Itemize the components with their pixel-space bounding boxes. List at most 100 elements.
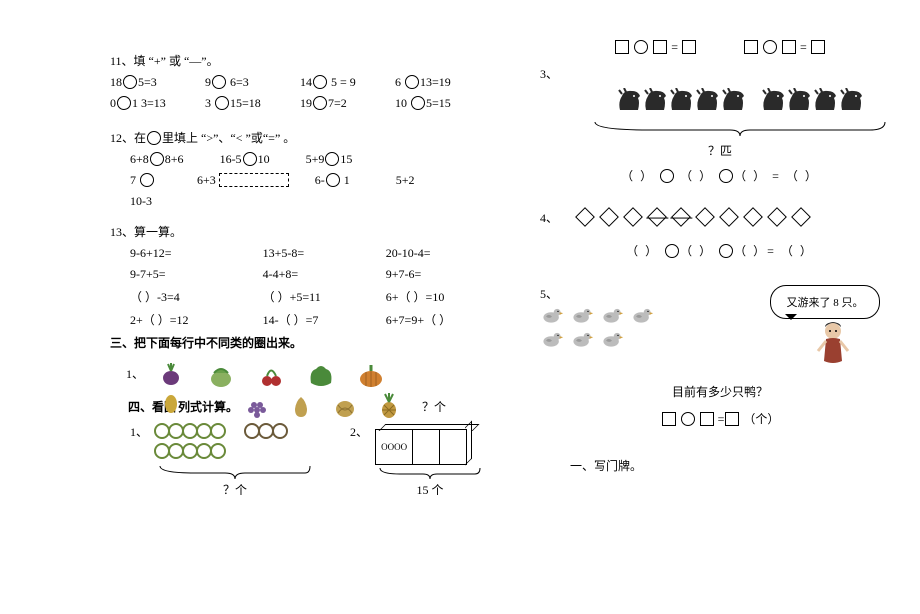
blank-circle (719, 169, 733, 183)
blank-circle (681, 412, 695, 426)
left-column: 11、填 “+” 或 “—”。 185=3 9 6=3 14 5 = 9 6 1… (110, 52, 490, 513)
blank-square (782, 40, 796, 54)
q4: 4、 （ ） （ ） （ ）= （ ） (540, 206, 900, 259)
blank-square (653, 40, 667, 54)
blank-square (662, 412, 676, 426)
cherry-icon (256, 363, 286, 389)
fig2-q: 15 个 (375, 481, 485, 498)
horse-icon (720, 88, 746, 114)
q11-r1c1: 185=3 (110, 75, 205, 90)
q13: 13、算一算。 9-6+12= 13+5-8= 20-10-4= 9-7+5= … (110, 223, 490, 328)
ducks-group (540, 303, 670, 349)
q11-r1c3: 14 5 = 9 (300, 75, 395, 90)
horse-icon (812, 88, 838, 114)
fig1: 1、 ？个 (130, 423, 315, 498)
box3d-icon: OOOO (375, 429, 467, 465)
right-column: = = 3、 ？匹 （ ） （ ） （ ） = （ ） 4、 （ ） （ (540, 40, 900, 474)
fig1-label: 1、 (130, 425, 148, 439)
q12-row2: 7 6+3 6- 1 5+2 (130, 173, 490, 188)
diamond-icon (623, 207, 643, 227)
q13-title: 13、算一算。 (110, 223, 490, 240)
blank-square (615, 40, 629, 54)
horse-icon (786, 88, 812, 114)
q3-label: 3、 (540, 65, 900, 82)
q11-r1c4: 6 13=19 (395, 75, 490, 90)
q11: 11、填 “+” 或 “—”。 185=3 9 6=3 14 5 = 9 6 1… (110, 52, 490, 111)
person-icon (816, 321, 850, 367)
cabbage-icon (206, 363, 236, 389)
q11-r2c2: 3 15=18 (205, 96, 300, 111)
diamond-icon (671, 207, 691, 227)
blank-circle (150, 152, 164, 166)
blank-circle (763, 40, 777, 54)
diamond-icon (719, 207, 739, 227)
q11-r1c2: 9 6=3 (205, 75, 300, 90)
duck-icon (570, 303, 594, 325)
blank-circle (665, 244, 679, 258)
blank-circle (212, 75, 226, 89)
horses-row (580, 88, 900, 118)
fig2: 2、 OOOO 15 个 (350, 423, 485, 498)
diamond-icon (647, 207, 667, 227)
blank-circle (660, 169, 674, 183)
blank-square (744, 40, 758, 54)
horse-icon (760, 88, 786, 114)
section3: 三、把下面每行中不同类的圈出来。 1、 (110, 334, 490, 389)
horse-icon (694, 88, 720, 114)
q11-r2c3: 197=2 (300, 96, 395, 111)
footer: 一、写门牌。 (570, 457, 900, 474)
diamond-icon (743, 207, 763, 227)
q5-question: 目前有多少只鸭？ (540, 383, 900, 400)
blank-square (811, 40, 825, 54)
horse-icon (838, 88, 864, 114)
top-eq: = = (540, 40, 900, 55)
q4-eq: （ ） （ ） （ ）= （ ） (540, 242, 900, 259)
blank-circle (140, 173, 154, 187)
sec3-label: 1、 (126, 365, 144, 382)
blank-circle (117, 96, 131, 110)
sec4-title: 四、看图列式计算。 (128, 398, 238, 415)
pumpkin-icon (356, 363, 386, 389)
sec4-rowq: ？个 (422, 398, 446, 415)
blank-circle (405, 75, 419, 89)
blank-circle (313, 75, 327, 89)
blank-circle (215, 96, 229, 110)
duck-icon (540, 303, 564, 325)
q13-r4: 2+（ ）=12 14-（ ）=7 6+7=9+（ ） (130, 311, 490, 328)
blank-square (700, 412, 714, 426)
diamonds-row (576, 206, 810, 228)
blank-circle (719, 244, 733, 258)
duck-icon (570, 327, 594, 349)
blank-circle (313, 96, 327, 110)
section4: 四、看图列式计算。 ？个 1、 (120, 393, 490, 513)
blank-circle (147, 131, 161, 145)
sec3-title: 三、把下面每行中不同类的圈出来。 (110, 334, 490, 351)
beet-icon (156, 363, 186, 389)
duck-icon (600, 327, 624, 349)
q5-eq: = （个） (540, 410, 900, 427)
q13-r3: （ ）-3=4 （ ）+5=11 6+（ ）=10 (130, 288, 490, 305)
diamond-icon (599, 207, 619, 227)
lettuce-icon (306, 363, 336, 389)
q11-r2c4: 10 5=15 (395, 96, 490, 111)
blank-circle (634, 40, 648, 54)
brace-icon (375, 465, 485, 481)
q11-r2c1: 01 3=13 (110, 96, 205, 111)
blank-circle (243, 152, 257, 166)
vegetable-row (156, 363, 386, 389)
diamond-icon (791, 207, 811, 227)
q3: 3、 ？匹 （ ） （ ） （ ） = （ ） (540, 65, 900, 184)
dashed-box (219, 173, 289, 187)
q5-label: 5、 (540, 287, 558, 301)
blank-circle (411, 96, 425, 110)
q12-row1: 6+88+6 16-510 5+915 (130, 152, 490, 167)
q5: 5、 又游来了 8 只。 (540, 285, 900, 365)
brace-icon (155, 463, 315, 481)
q3-eq: （ ） （ ） （ ） = （ ） (540, 167, 900, 184)
fig1-q: ？个 (155, 481, 315, 498)
q3-brace-label: ？匹 (540, 142, 900, 159)
melon-icon (330, 393, 360, 419)
q11-row1: 185=3 9 6=3 14 5 = 9 6 13=19 (110, 75, 490, 90)
horse-icon (642, 88, 668, 114)
pear-icon (286, 393, 316, 419)
